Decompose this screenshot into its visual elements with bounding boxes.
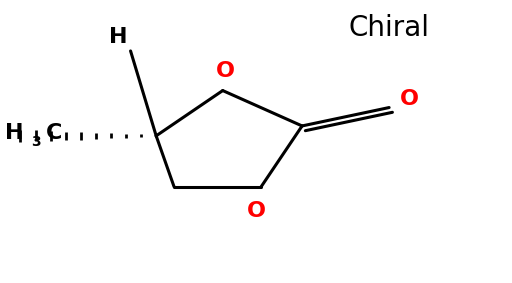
- Text: H: H: [109, 27, 127, 47]
- Text: 3: 3: [31, 135, 40, 149]
- Text: H: H: [5, 123, 24, 143]
- Text: O: O: [246, 201, 266, 221]
- Text: C: C: [46, 123, 62, 143]
- Text: Chiral: Chiral: [349, 14, 430, 42]
- Text: O: O: [400, 89, 419, 109]
- Text: O: O: [216, 61, 235, 81]
